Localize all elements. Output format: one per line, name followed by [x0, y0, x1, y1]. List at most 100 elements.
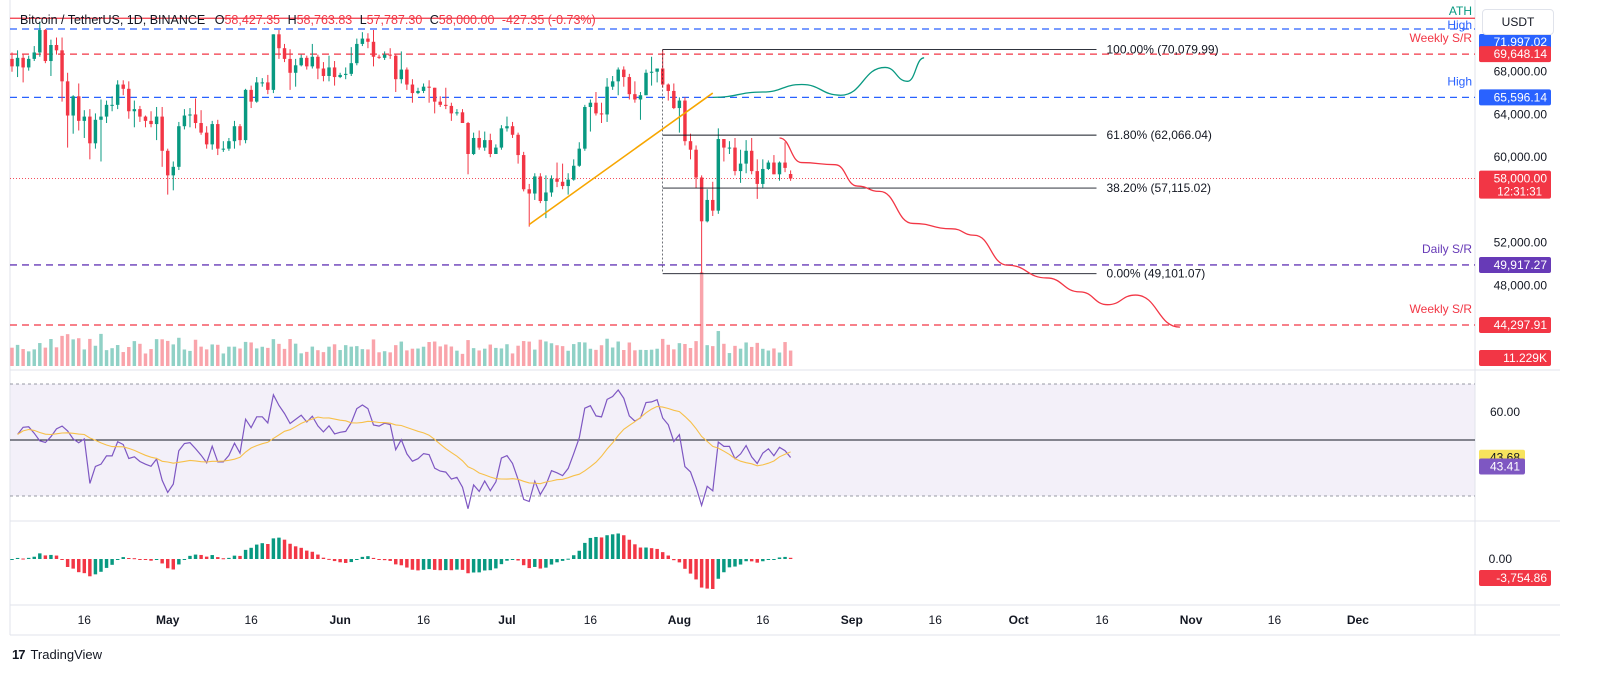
volume-bar — [510, 353, 515, 366]
volume-bar — [60, 335, 64, 366]
macd-bar — [332, 559, 337, 562]
volume-bar — [555, 345, 559, 366]
macd-bar — [321, 557, 326, 559]
last-price-price-text: 58,000.00 — [1494, 172, 1548, 186]
macd-bar — [555, 559, 559, 563]
currency-button[interactable]: USDT — [1482, 9, 1554, 35]
volume-bar — [49, 339, 53, 366]
rsi-box — [1479, 458, 1525, 475]
macd-bar — [77, 559, 81, 573]
candle-body — [10, 58, 14, 67]
volume-bar — [722, 343, 726, 366]
candle-body — [171, 166, 176, 176]
low-value: 57,787.30 — [366, 13, 423, 27]
candle-body — [749, 150, 754, 172]
macd-bar — [505, 559, 509, 561]
candle-body — [221, 148, 226, 150]
weekly-sr-top-price-box — [1479, 46, 1551, 63]
price-tick-label: 64,000.00 — [1494, 107, 1548, 121]
candle-body — [660, 68, 665, 85]
tradingview-logo[interactable]: 17 TradingView — [12, 647, 102, 662]
macd-bar — [227, 557, 231, 559]
volume-bar — [416, 348, 420, 366]
macd-bar — [115, 559, 120, 560]
macd-bar — [599, 537, 604, 559]
time-tick-label: Sep — [841, 613, 863, 627]
candle-body — [677, 100, 682, 109]
volume-bar — [32, 349, 36, 366]
candle-body — [21, 57, 25, 68]
ath-caption: High — [1447, 18, 1472, 32]
daily-sr-caption: Daily S/R — [1422, 242, 1472, 256]
macd-bar — [266, 543, 270, 559]
candle-body — [594, 102, 598, 114]
candle-body — [427, 86, 431, 88]
macd-bar — [510, 559, 515, 560]
volume-bar — [338, 350, 342, 366]
macd-bar — [210, 555, 214, 559]
high-caption: High — [1447, 74, 1472, 88]
change-value: -427.35 (-0.73%) — [501, 13, 596, 27]
volume-bar — [160, 339, 164, 366]
candle-body — [343, 73, 348, 75]
macd-bar — [733, 559, 737, 567]
volume-bar — [566, 350, 570, 366]
volume-bar — [249, 342, 253, 366]
macd-bar — [533, 559, 537, 567]
macd-bar — [188, 555, 192, 559]
candle-body — [115, 84, 120, 105]
volume-bar — [449, 346, 454, 366]
volume-bar — [26, 351, 31, 366]
candle-body — [182, 115, 187, 127]
candle-body — [299, 57, 303, 66]
candle-body — [688, 141, 693, 150]
candle-body — [271, 34, 276, 90]
macd-bar — [460, 559, 465, 570]
candle-body — [127, 88, 131, 112]
candle-body — [555, 178, 559, 182]
high-value: 58,763.83 — [296, 13, 353, 27]
volume-bar — [549, 343, 554, 366]
macd-bar — [182, 559, 187, 560]
volume-bar — [149, 349, 153, 366]
candle-body — [755, 171, 759, 184]
macd-bar — [238, 555, 242, 559]
volume-bar — [783, 342, 787, 366]
volume-bar — [254, 348, 259, 366]
candle-body — [694, 149, 698, 178]
fib-label-0: 100.00% (70,079.99) — [1107, 42, 1219, 56]
branding-text: TradingView — [30, 647, 103, 662]
candle-body — [160, 116, 164, 151]
macd-bar — [65, 559, 70, 567]
volume-bar — [349, 346, 353, 366]
volume-bar — [366, 349, 370, 366]
macd-bar — [88, 559, 92, 577]
macd-bar — [293, 546, 298, 559]
weekly-sr-top-caption: Weekly S/R — [1410, 31, 1473, 45]
volume-bar — [727, 353, 732, 366]
volume-bar — [577, 342, 582, 366]
candle-body — [533, 176, 537, 194]
macd-bar — [388, 559, 392, 561]
volume-bar — [694, 341, 698, 366]
weekly-sr-bottom-price-text: 44,297.91 — [1494, 318, 1548, 332]
symbol-title[interactable]: Bitcoin / TetherUS, 1D, BINANCE — [20, 13, 206, 27]
macd-bar — [288, 543, 292, 559]
candle-body — [293, 65, 298, 73]
volume-bar — [494, 347, 498, 366]
macd-bar — [438, 559, 442, 571]
macd-bar — [549, 559, 554, 565]
macd-bar — [382, 559, 387, 561]
volume-bar — [666, 344, 670, 366]
macd-bar — [410, 559, 415, 570]
volume-bar — [638, 349, 643, 366]
volume-bar — [471, 348, 476, 366]
macd-bar — [399, 559, 404, 566]
rsi-value: 43.41 — [1490, 459, 1520, 473]
macd-bar — [405, 559, 409, 568]
volume-bar — [660, 338, 665, 366]
macd-bar — [254, 544, 259, 559]
candle-body — [566, 179, 570, 187]
candle-body — [610, 81, 615, 87]
